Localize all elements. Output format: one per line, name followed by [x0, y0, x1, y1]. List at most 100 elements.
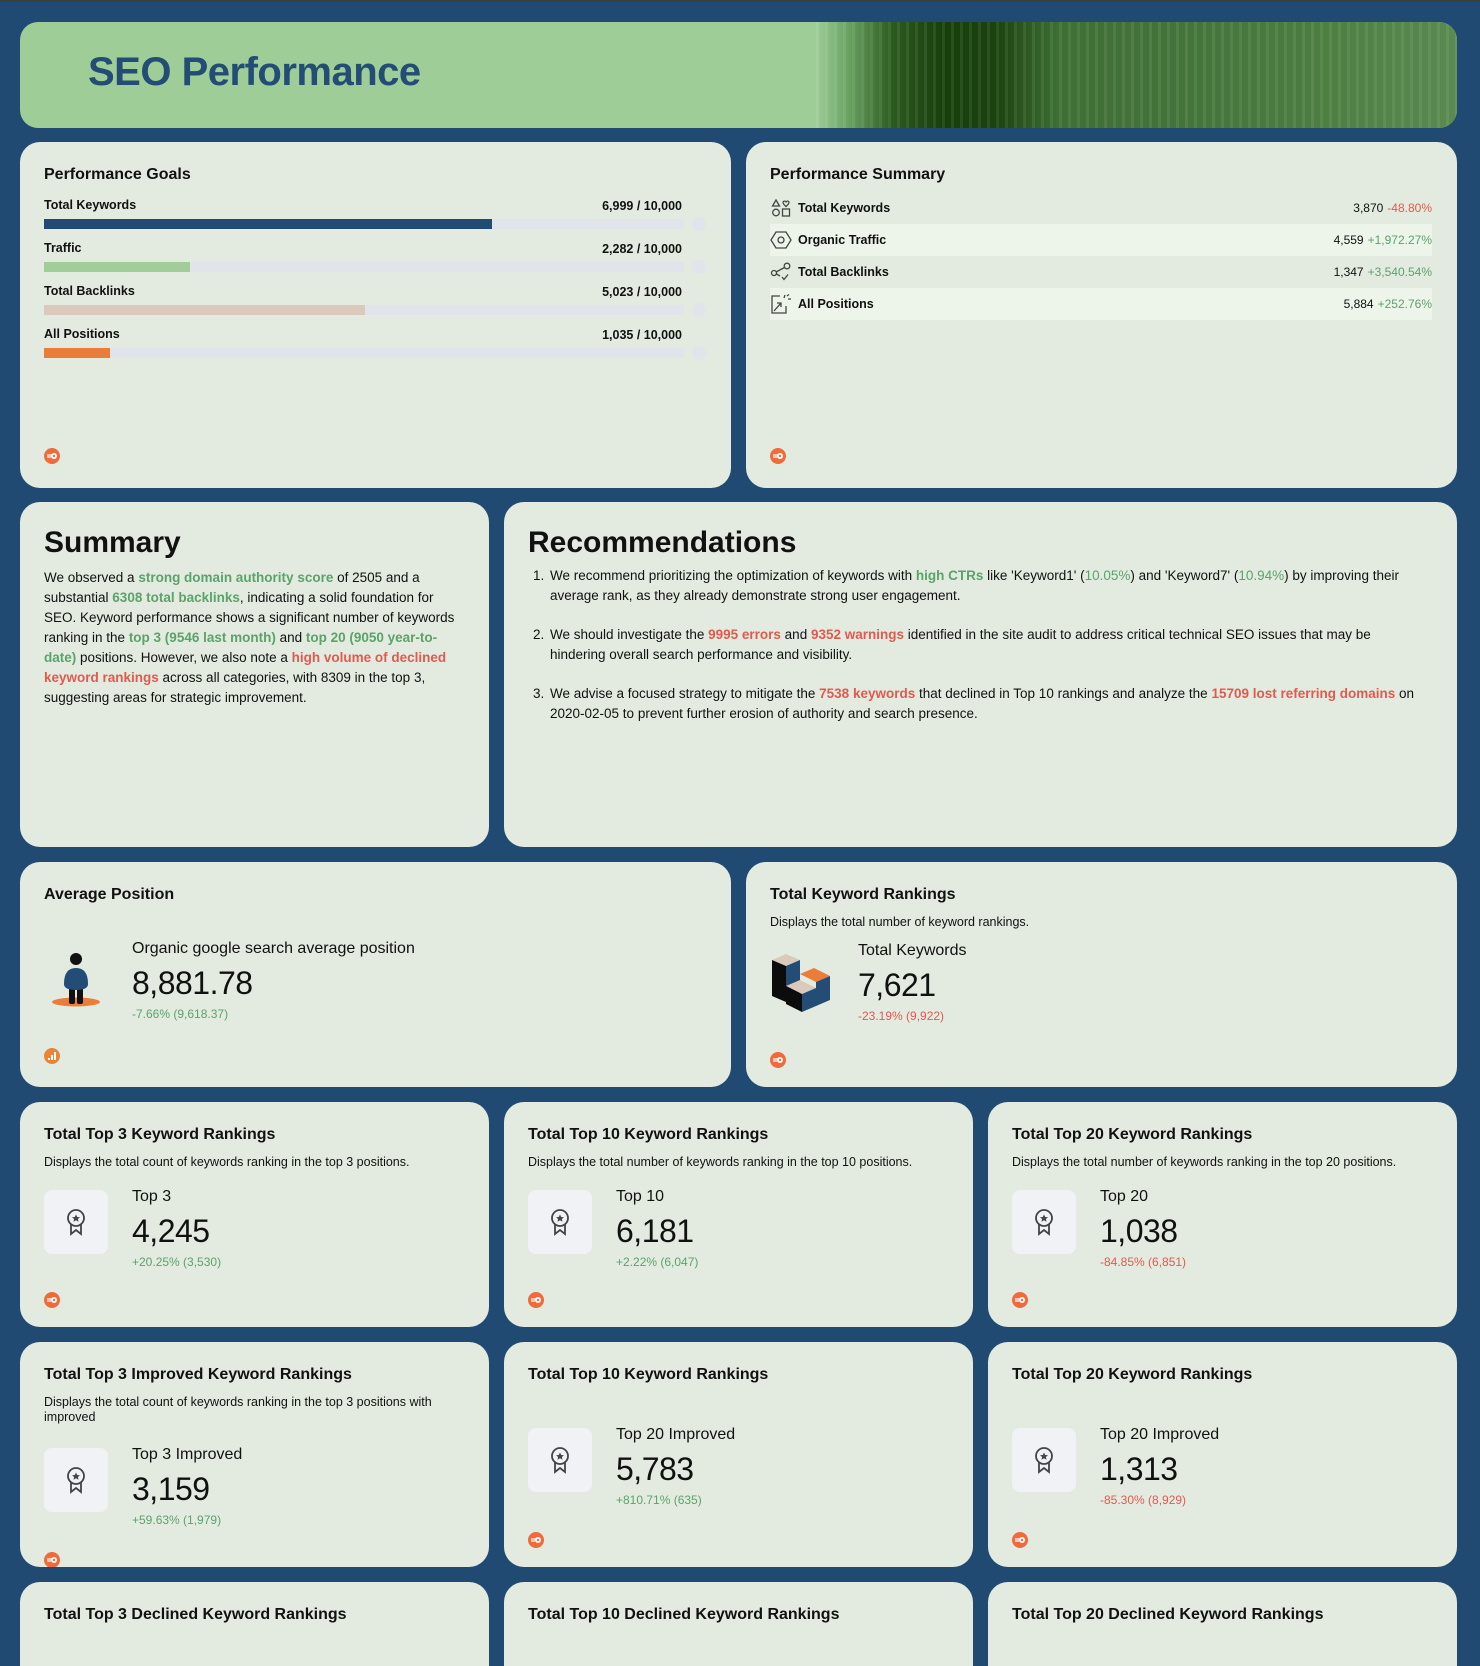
ranking-card-total-top-20-keyword-rankings: Total Top 20 Keyword Rankings Displays th…	[988, 1102, 1457, 1327]
semrush-icon	[770, 448, 786, 464]
average-position-card: Average Position Organic google search a…	[20, 862, 731, 1087]
performance-summary-card: Performance Summary Total Keywords 3,870-…	[746, 142, 1457, 488]
metric-subtitle: Top 3	[132, 1188, 172, 1205]
goal-label: All Positions	[44, 327, 120, 341]
metric-value: 1,313	[1100, 1451, 1178, 1487]
card-title: Total Top 10 Keyword Rankings	[528, 1366, 769, 1383]
metric-delta: -23.19% (9,922)	[858, 1009, 945, 1023]
goal-label: Total Keywords	[44, 198, 137, 212]
goal-value: 5,023 / 10,000	[602, 285, 682, 299]
goal-label: Total Backlinks	[44, 284, 135, 298]
google-analytics-icon	[44, 1048, 60, 1064]
metric-value: 5,783	[616, 1451, 694, 1487]
ranking-card-total-top-20-keyword-rankings: Total Top 20 Keyword Rankings Top 20 Impr…	[988, 1342, 1457, 1567]
progress-knob	[692, 303, 706, 317]
award-badge-icon	[44, 1448, 108, 1512]
row-label: Organic Traffic	[798, 233, 887, 247]
award-badge-icon	[1012, 1190, 1076, 1254]
metric-delta: -84.85% (6,851)	[1100, 1255, 1187, 1269]
award-badge-icon	[44, 1190, 108, 1254]
card-description: Displays the total number of keywords ra…	[528, 1155, 913, 1169]
page-title: SEO Performance	[88, 50, 421, 94]
recommendation-text-segment: on 2020-02-05 to prevent further erosion…	[550, 686, 1415, 721]
metric-subtitle: Top 3 Improved	[132, 1446, 243, 1463]
card-description: Displays the total count of keywords ran…	[44, 1155, 410, 1169]
highlighted-text: top 20 (9050 year-to-date)	[44, 630, 438, 665]
recommendation-item: We should investigate the 9995 errors an…	[548, 625, 1428, 665]
metric-subtitle: Top 20	[1100, 1188, 1149, 1205]
recommendation-item: We recommend prioritizing the optimizati…	[548, 566, 1428, 606]
recommendation-text-segment: We advise a focused strategy to mitigate…	[550, 686, 820, 701]
metric-subtitle: Top 20 Improved	[616, 1426, 736, 1443]
card-title: Total Top 20 Declined Keyword Rankings	[1012, 1606, 1324, 1623]
card-title: Total Top 3 Improved Keyword Rankings	[44, 1366, 352, 1383]
highlighted-text: 7538 keywords	[819, 686, 916, 701]
card-title: Total Top 10 Keyword Rankings	[528, 1126, 769, 1143]
recommendation-text-segment: We should investigate the	[550, 627, 709, 642]
row-delta: +252.76%	[1377, 297, 1432, 311]
recommendation-item: We advise a focused strategy to mitigate…	[548, 684, 1428, 724]
progress-knob	[692, 260, 706, 274]
ranking-card-total-top-10-keyword-rankings: Total Top 10 Keyword Rankings Top 20 Impr…	[504, 1342, 973, 1567]
award-badge-icon	[528, 1428, 592, 1492]
card-description: Displays the total number of keyword ran…	[770, 915, 1030, 929]
card-title: Total Top 20 Keyword Rankings	[1012, 1126, 1253, 1143]
progress-fill	[44, 305, 366, 315]
award-badge-icon	[1012, 1428, 1076, 1492]
progress-fill	[44, 348, 111, 358]
card-title: Average Position	[44, 886, 175, 903]
recommendation-text-segment: and	[780, 627, 811, 642]
row-value: 5,884	[1343, 297, 1374, 311]
metric-delta: -85.30% (8,929)	[1100, 1493, 1187, 1507]
metric-delta: -7.66% (9,618.37)	[132, 1007, 229, 1021]
ranking-card-total-top-10-declined-keyword-rankings: Total Top 10 Declined Keyword RankingsTo…	[504, 1582, 973, 1666]
highlighted-text: 15709 lost referring domains	[1211, 686, 1396, 701]
highlighted-text: strong domain authority score	[138, 570, 334, 585]
metric-subtitle: Top 20 Improved	[1100, 1426, 1220, 1443]
highlighted-text: high volume of declined keyword rankings	[44, 650, 447, 685]
progress-fill	[44, 262, 191, 272]
summary-text-segment: across all categories, with 8309 in the …	[44, 670, 426, 705]
semrush-icon	[528, 1292, 544, 1308]
card-title: Total Top 20 Keyword Rankings	[1012, 1366, 1253, 1383]
page-header: SEO Performance	[20, 22, 1457, 128]
performance-goals-card: Performance Goals Total Keywords 6,999 / …	[20, 142, 731, 488]
summary-title: Summary	[44, 526, 181, 559]
metric-subtitle: Total Keywords	[858, 942, 967, 959]
ranking-card-total-top-3-declined-keyword-rankings: Total Top 3 Declined Keyword RankingsTop…	[20, 1582, 489, 1666]
highlighted-text: 9352 warnings	[810, 627, 904, 642]
row-delta: -48.80%	[1387, 201, 1432, 215]
summary-text-segment: positions. However, we also note a	[76, 650, 292, 665]
semrush-icon	[44, 448, 60, 464]
progress-fill	[44, 219, 492, 229]
recommendation-text-segment: that declined in Top 10 rankings and ana…	[915, 686, 1212, 701]
metric-delta: +2.22% (6,047)	[616, 1255, 699, 1269]
semrush-icon	[770, 1052, 786, 1068]
ranking-card-total-top-3-keyword-rankings: Total Top 3 Keyword Rankings Displays the…	[20, 1102, 489, 1327]
ranking-card-total-top-3-improved-keyword-rankings: Total Top 3 Improved Keyword Rankings Dis…	[20, 1342, 489, 1567]
goal-label: Traffic	[44, 241, 82, 255]
card-title: Performance Goals	[44, 166, 191, 183]
summary-text-segment: and	[275, 630, 306, 645]
total-keyword-rankings-card: Total Keyword Rankings Displays the tota…	[746, 862, 1457, 1087]
summary-row-total-keywords: Total Keywords 3,870 -48.80%	[770, 192, 1432, 224]
window-top-border	[0, 0, 1480, 2]
shapes-icon	[770, 197, 792, 219]
award-badge-icon	[528, 1190, 592, 1254]
card-title: Performance Summary	[770, 166, 946, 183]
card-title: Total Top 3 Keyword Rankings	[44, 1126, 276, 1143]
highlighted-text: 6308 total backlinks	[112, 590, 240, 605]
recommendations-title: Recommendations	[528, 526, 797, 559]
person-illustration-icon	[50, 948, 102, 1015]
summary-row-total-backlinks: Total Backlinks 1,347 +3,540.54%	[770, 256, 1432, 288]
summary-text: We observed a strong domain authority sc…	[44, 568, 469, 708]
row-delta: +1,972.27%	[1367, 233, 1432, 247]
progress-knob	[692, 217, 706, 231]
progress-knob	[692, 346, 706, 360]
metric-value: 4,245	[132, 1213, 210, 1249]
metric-delta: +59.63% (1,979)	[132, 1513, 222, 1527]
summary-text-segment: of 2505 and a substantial	[44, 570, 420, 605]
recommendation-text-segment: identified in the site audit to address …	[550, 627, 1371, 662]
summary-row-all-positions: All Positions 5,884 +252.76%	[770, 288, 1432, 320]
row-value: 1,347	[1333, 265, 1364, 279]
